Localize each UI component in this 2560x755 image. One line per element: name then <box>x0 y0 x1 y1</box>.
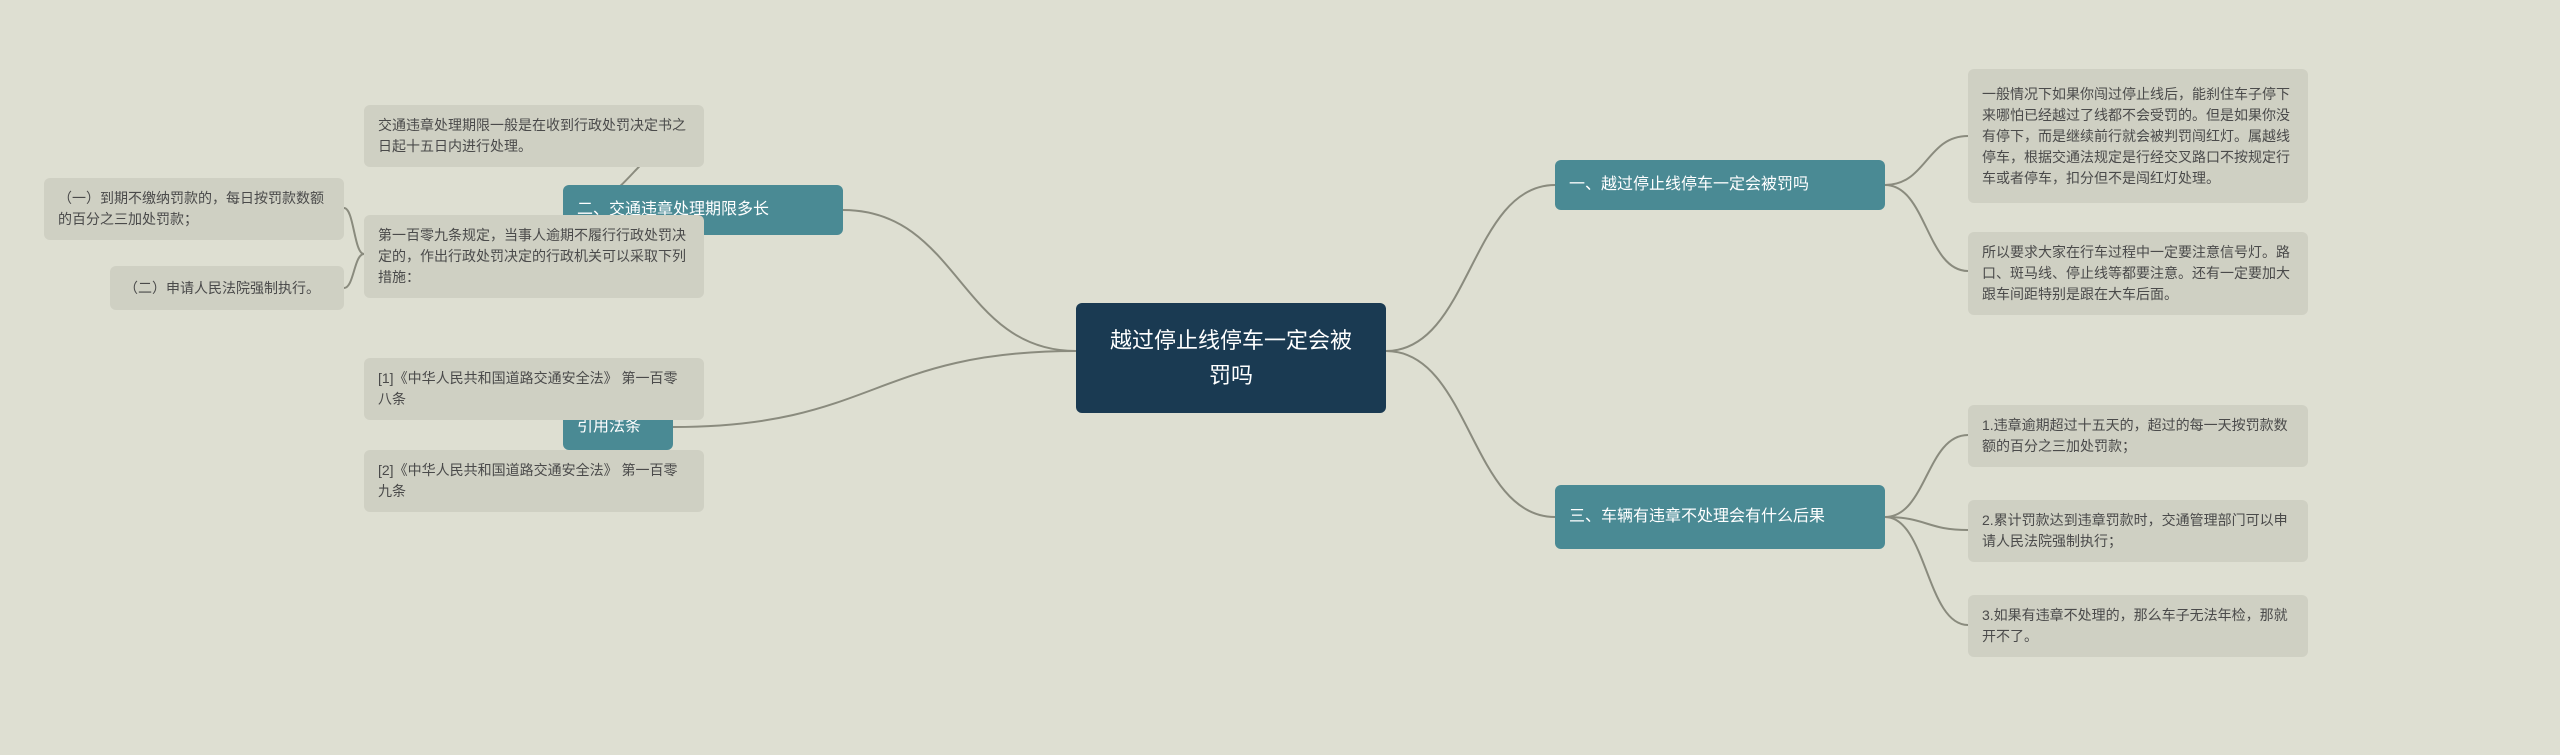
leaf-3a: 1.违章逾期超过十五天的，超过的每一天按罚款数额的百分之三加处罚款； <box>1968 405 2308 467</box>
leaf-3c: 3.如果有违章不处理的，那么车子无法年检，那就开不了。 <box>1968 595 2308 657</box>
leaf-2b: 第一百零九条规定，当事人逾期不履行行政处罚决定的，作出行政处罚决定的行政机关可以… <box>364 215 704 298</box>
leaf-2a: 交通违章处理期限一般是在收到行政处罚决定书之日起十五日内进行处理。 <box>364 105 704 167</box>
leaf-2b1: （一）到期不缴纳罚款的，每日按罚款数额的百分之三加处罚款； <box>44 178 344 240</box>
branch-1: 一、越过停止线停车一定会被罚吗 <box>1555 160 1885 210</box>
leaf-3b: 2.累计罚款达到违章罚款时，交通管理部门可以申请人民法院强制执行； <box>1968 500 2308 562</box>
leaf-1a: 一般情况下如果你闯过停止线后，能刹住车子停下来哪怕已经越过了线都不会受罚的。但是… <box>1968 69 2308 203</box>
leaf-1b: 所以要求大家在行车过程中一定要注意信号灯。路口、斑马线、停止线等都要注意。还有一… <box>1968 232 2308 315</box>
leaf-4b: [2]《中华人民共和国道路交通安全法》 第一百零九条 <box>364 450 704 512</box>
leaf-2b2: （二）申请人民法院强制执行。 <box>110 266 344 310</box>
leaf-4a: [1]《中华人民共和国道路交通安全法》 第一百零八条 <box>364 358 704 420</box>
root-node: 越过停止线停车一定会被罚吗 <box>1076 303 1386 413</box>
branch-3: 三、车辆有违章不处理会有什么后果 <box>1555 485 1885 549</box>
